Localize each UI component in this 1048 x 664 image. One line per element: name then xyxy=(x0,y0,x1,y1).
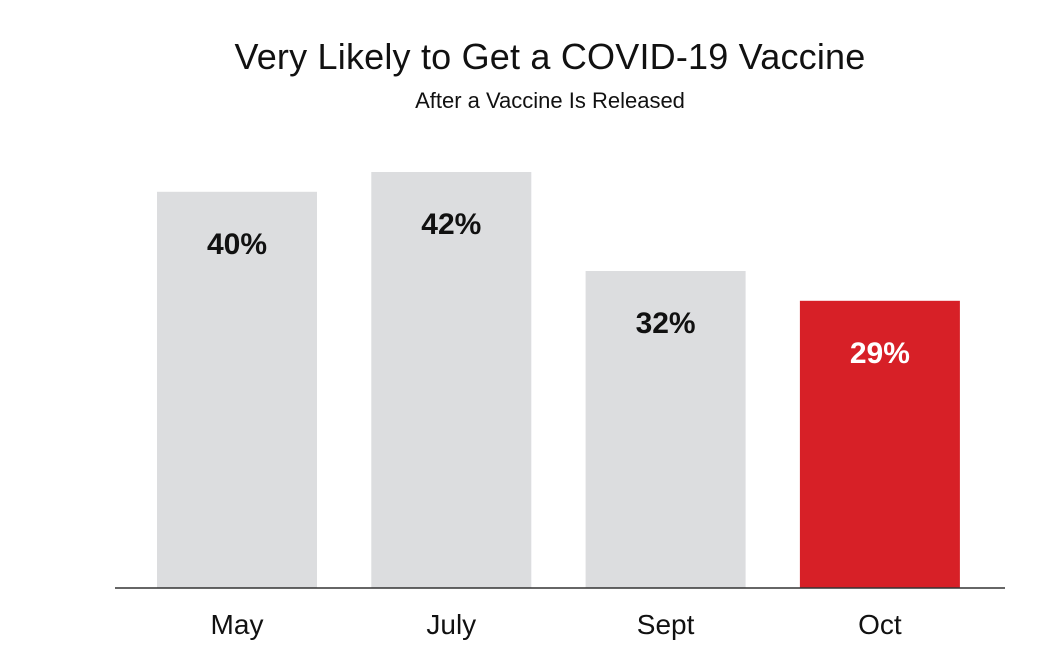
data-label-july: 42% xyxy=(421,208,481,241)
x-tick-label-may: May xyxy=(211,609,264,640)
data-label-sept: 32% xyxy=(636,307,696,340)
bars-layer xyxy=(157,172,960,589)
data-label-oct: 29% xyxy=(850,337,910,370)
chart-title: Very Likely to Get a COVID-19 Vaccine xyxy=(234,36,866,77)
x-tick-label-july: July xyxy=(426,609,476,640)
bar-july xyxy=(371,172,532,588)
chart-subtitle: After a Vaccine Is Released xyxy=(415,88,685,113)
bar-oct xyxy=(799,300,960,588)
labels-layer: 40% May 42% July 32% Sept 29% Oct xyxy=(207,208,910,640)
x-tick-label-oct: Oct xyxy=(858,609,902,640)
bar-sept xyxy=(585,271,746,588)
x-tick-label-sept: Sept xyxy=(637,609,695,640)
bar-may xyxy=(157,191,317,589)
data-label-may: 40% xyxy=(207,228,267,261)
